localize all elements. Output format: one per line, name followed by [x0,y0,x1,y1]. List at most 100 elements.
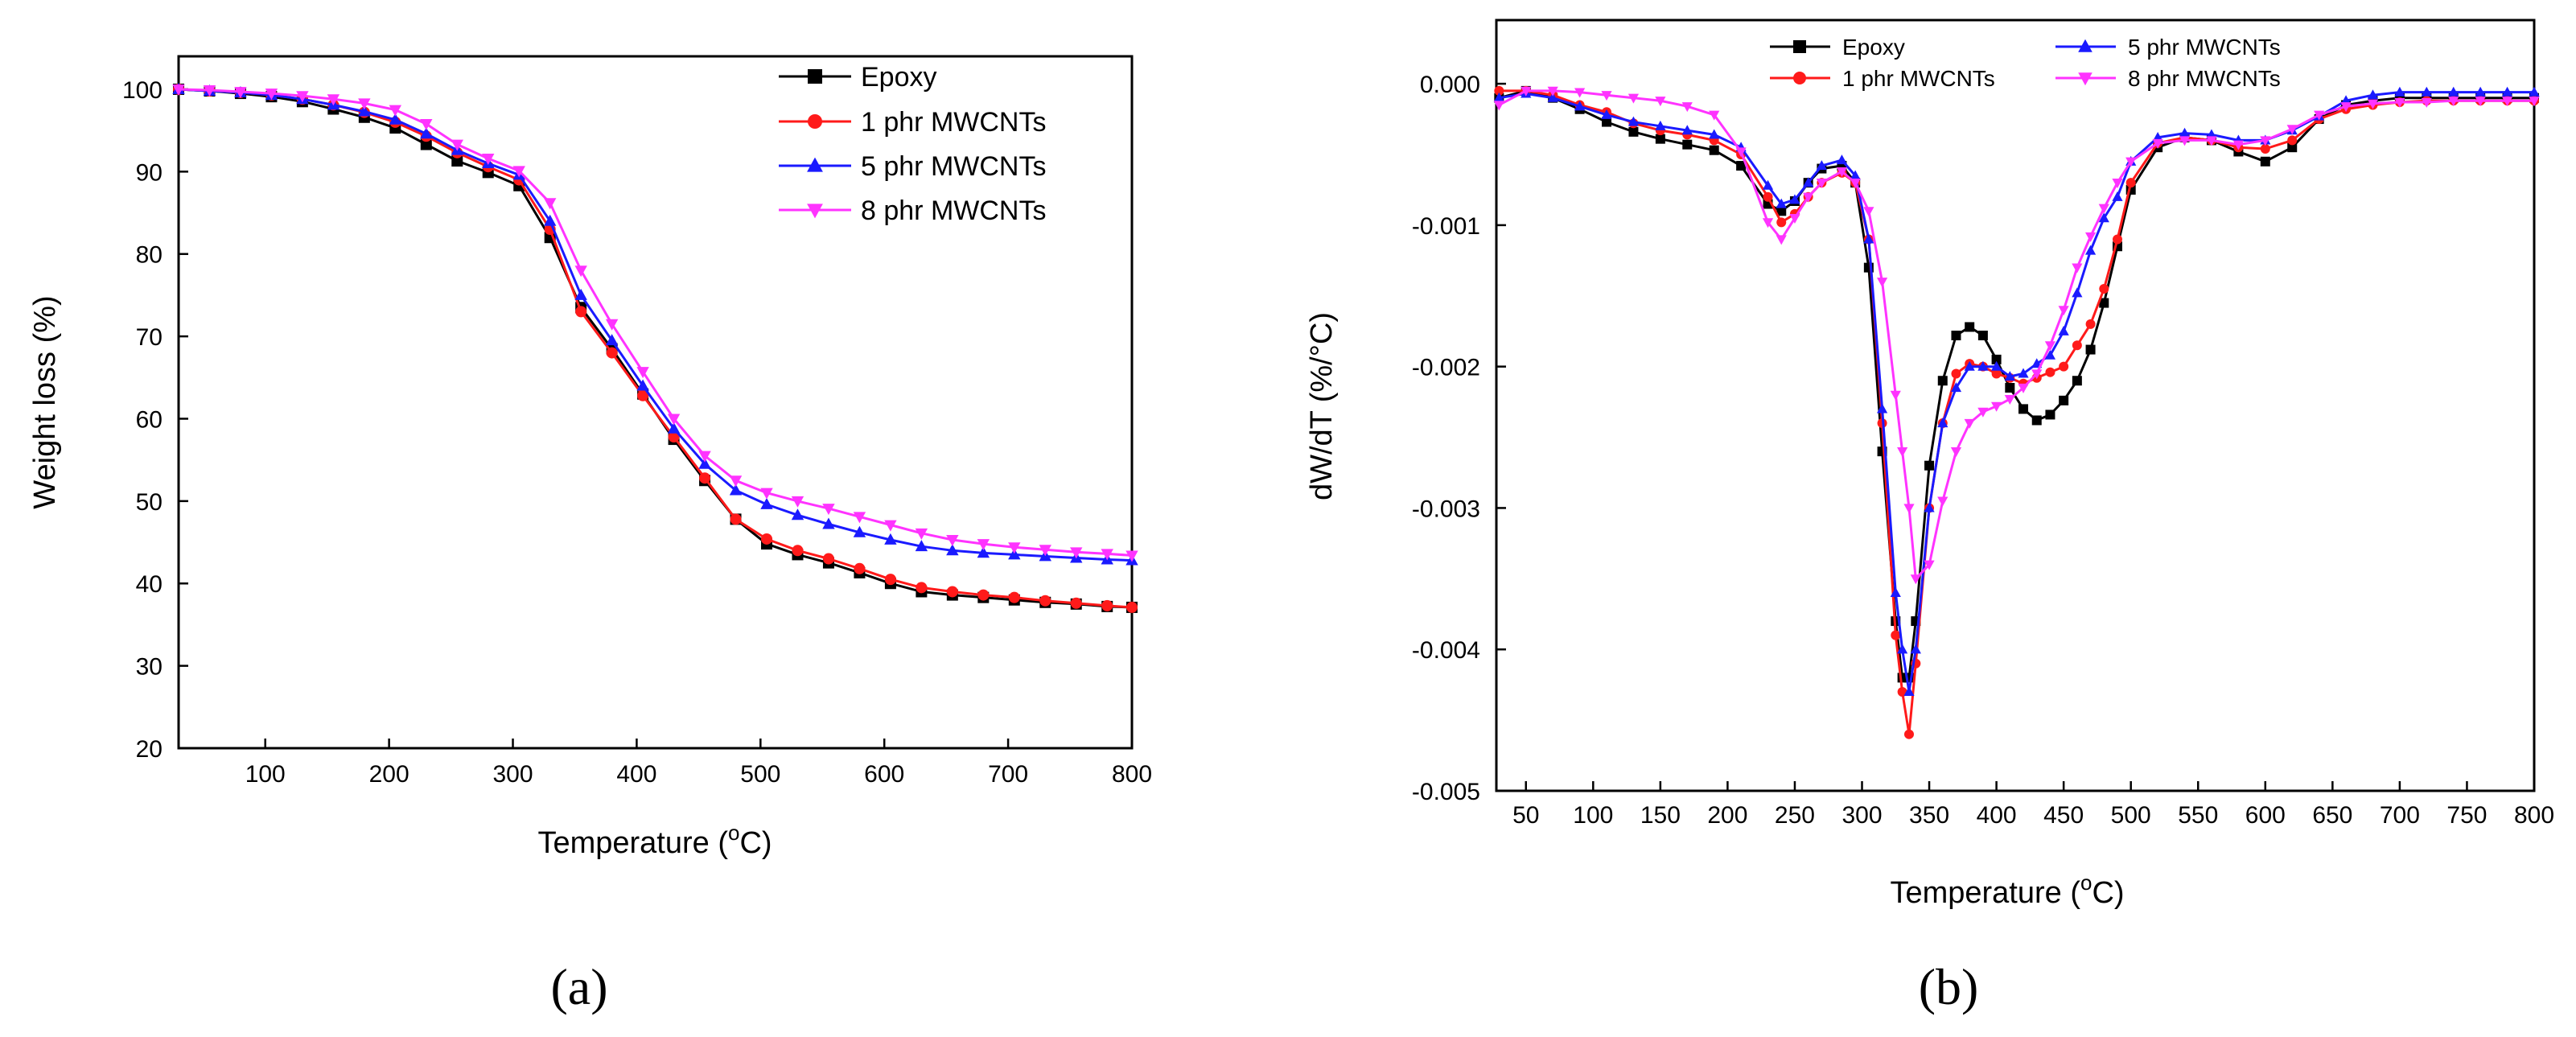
chart-a-legend-item-8phr: 8 phr MWCNTs [779,195,1046,226]
chart-b-point-phr5 [1924,502,1935,512]
chart-a-legend-marker-phr8 [807,204,823,219]
chart-b-legend-marker-phr5 [2078,39,2092,52]
chart-a-point-phr8 [853,512,866,524]
chart-b-point-phr5 [1762,179,1774,190]
chart-a-point-phr1 [699,472,711,484]
chart-b-point-epoxy [1977,330,1988,340]
chart-b-point-phr8 [2314,110,2325,121]
chart-a-legend-label-epoxy: Epoxy [861,62,937,93]
chart-b-point-phr8 [2125,157,2137,167]
x-tick-label: 200 [1707,802,1747,829]
chart-b-point-phr1 [2085,319,2096,329]
chart-b-panel-label: (b) [1919,958,1979,1015]
chart-a-point-phr8 [605,319,619,331]
chart-a-point-phr5 [574,288,587,300]
chart-b-legend: Epoxy 1 phr MWCNTs 5 phr MWCNTs 8 phr MW… [1770,35,2281,91]
chart-b-point-phr8 [2098,204,2109,214]
chart-b-point-phr8 [2260,136,2271,146]
chart-a-legend-item-1phr: 1 phr MWCNTs [779,107,1046,138]
chart-b-point-phr5 [1709,129,1720,139]
chart-a-point-phr5 [420,127,433,139]
chart-b-point-phr5 [2394,86,2405,97]
x-tick-label: 200 [369,761,409,788]
chart-a-point-phr8 [512,166,525,178]
chart-b-point-phr1 [1494,85,1504,96]
chart-b-point-phr5 [2004,371,2015,381]
chart-b-point-phr8 [2448,97,2459,107]
chart-a-point-phr8 [451,139,463,151]
chart-b-point-epoxy [1924,460,1935,471]
y-tick-label: 30 [136,654,163,681]
chart-a-point-phr5 [853,525,866,537]
chart-b-point-phr8 [1977,407,1989,418]
chart-a-point-phr1 [1008,591,1020,603]
chart-a-x-ticks: 100 200 300 400 500 600 700 800 [245,739,1152,788]
chart-a-point-phr5 [977,546,990,558]
chart-a-point-phr8 [265,88,278,101]
chart-b-point-phr5 [1910,644,1921,654]
chart-b-derivative: 50 100 150 200 250 300 350 400 450 500 550 600 650 70… [1305,19,2554,1015]
chart-b-point-phr1 [1903,729,1914,739]
chart-a-point-phr1 [1126,601,1138,613]
chart-a-point-phr8 [667,414,681,426]
x-tick-label: 600 [2245,802,2286,829]
chart-a-point-phr5 [667,422,681,434]
chart-b-point-phr1 [2112,234,2122,245]
chart-a-point-phr8 [760,488,773,500]
chart-a-point-phr5 [698,457,711,469]
chart-b-point-phr8 [1863,207,1874,217]
chart-b-point-phr8 [2501,97,2513,107]
chart-a-legend-item-epoxy: Epoxy [779,62,937,93]
chart-a-point-phr5 [358,105,371,117]
chart-b-point-phr8 [2206,136,2217,146]
chart-b-point-epoxy [2287,142,2298,153]
x-tick-label: 100 [1573,802,1613,829]
chart-b-point-phr8 [2529,97,2540,107]
x-tick-label: 600 [864,761,904,788]
chart-b-point-epoxy [1776,206,1787,216]
chart-b-point-phr5 [1627,116,1640,126]
chart-b-point-phr8 [2044,341,2056,352]
chart-a-point-phr8 [389,105,402,117]
y-tick-label: 20 [136,736,163,763]
chart-a-point-phr5 [760,497,773,509]
chart-b-point-epoxy [2099,298,2109,308]
chart-b-point-phr1 [2059,361,2069,372]
chart-a-point-phr8 [1039,545,1051,557]
chart-b-point-phr8 [1897,447,1908,458]
chart-b-point-phr8 [1627,93,1640,104]
chart-a-point-phr1 [606,347,618,359]
chart-b-point-epoxy [1736,161,1747,171]
chart-b-point-phr5 [2421,86,2432,97]
chart-b-point-epoxy [2018,404,2029,414]
chart-b-point-phr5 [2044,349,2056,360]
chart-b-point-phr8 [1924,560,1935,570]
chart-b-point-phr5 [1601,109,1612,119]
y-tick-label: 40 [136,571,163,598]
x-tick-label: 350 [1909,802,1949,829]
chart-a-point-phr8 [729,475,743,488]
chart-b-point-phr5 [1574,101,1586,111]
chart-a-point-phr8 [543,198,557,210]
chart-b-point-phr5 [1977,360,1989,371]
chart-b-series-markers-phr5 [1493,86,2540,697]
chart-b-point-phr8 [2340,102,2352,113]
chart-a-series-line-phr5 [178,88,1133,562]
chart-b-point-phr5 [2475,86,2486,97]
chart-b-legend-marker-epoxy [1793,40,1806,53]
chart-b-point-phr5 [1964,360,1975,371]
chart-b-x-ticks: 50 100 150 200 250 300 350 400 450 500 550 600 650 70… [1512,781,2554,829]
chart-a-point-epoxy [451,155,463,167]
chart-b-point-phr8 [1876,278,1888,288]
chart-b-point-phr5 [1890,587,1901,598]
chart-b-point-epoxy [2085,344,2096,355]
chart-b-legend-label-epoxy: Epoxy [1842,35,1905,60]
chart-b-point-phr5 [2448,86,2459,97]
y-tick-label: -0.002 [1412,355,1480,381]
y-tick-label: 70 [136,324,163,351]
chart-a-legend-label-5phr: 5 phr MWCNTs [861,151,1046,182]
chart-a-point-phr8 [1070,547,1083,559]
chart-b-point-phr5 [1816,160,1827,171]
chart-a-point-phr8 [636,367,649,379]
